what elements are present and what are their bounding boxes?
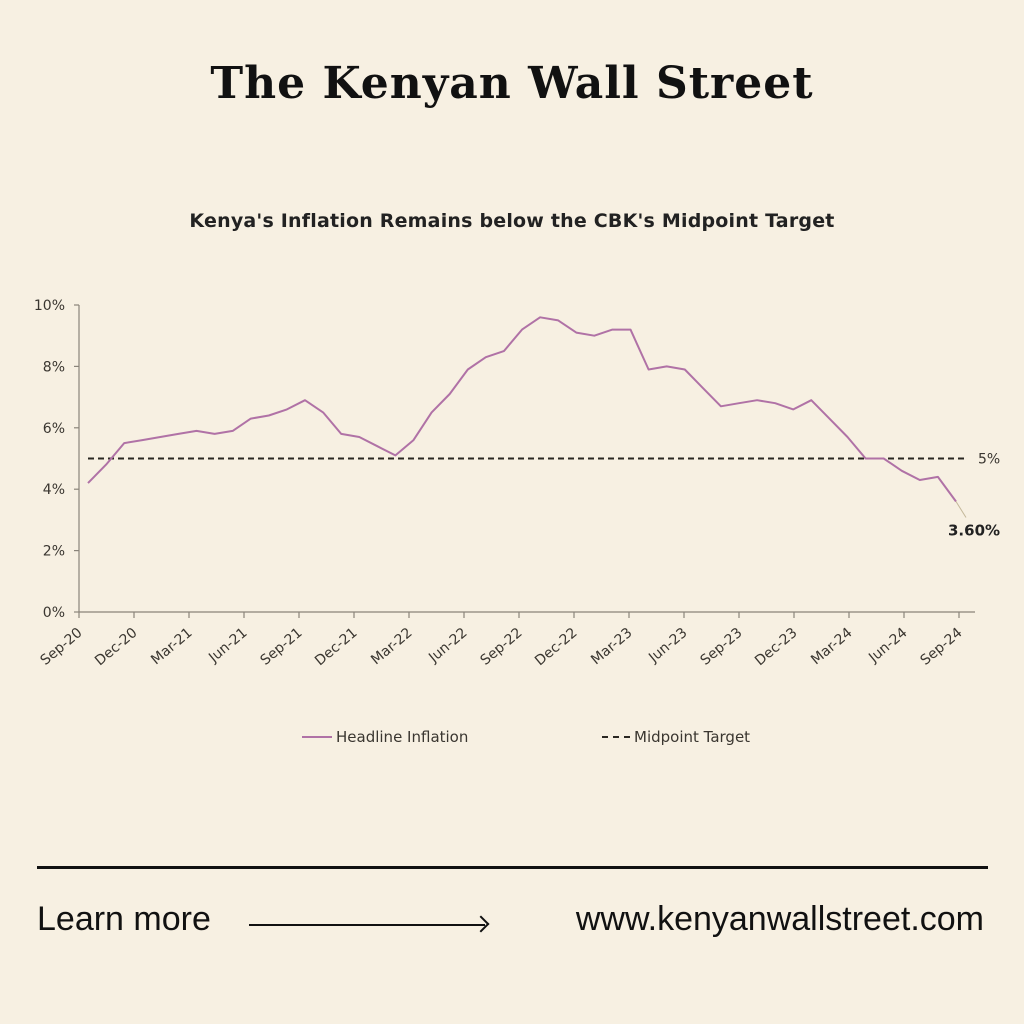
y-tick-label: 6% xyxy=(43,421,65,437)
learn-more-link[interactable]: Learn more xyxy=(37,900,211,938)
x-tick-label: Mar-24 xyxy=(808,625,855,668)
x-tick-label: Sep-21 xyxy=(258,625,306,669)
legend-item-target: Midpoint Target xyxy=(602,728,750,746)
x-tick-label: Dec-20 xyxy=(92,625,141,669)
arrow-right-icon xyxy=(249,924,485,926)
y-tick-label: 2% xyxy=(43,544,65,560)
x-tick-label: Mar-21 xyxy=(148,625,195,668)
x-tick-label: Sep-20 xyxy=(38,625,86,669)
footer-divider xyxy=(37,866,988,869)
last-value-annotation: 3.60% xyxy=(948,521,1000,539)
x-tick-label: Dec-22 xyxy=(532,625,581,669)
footer: Learn more www.kenyanwallstreet.com xyxy=(37,900,988,950)
x-tick-label: Jun-24 xyxy=(865,625,910,667)
y-tick-label: 4% xyxy=(43,482,65,498)
y-tick-label: 8% xyxy=(43,359,65,375)
x-tick-label: Dec-21 xyxy=(312,625,361,669)
x-tick-label: Jun-22 xyxy=(425,625,470,667)
x-tick-label: Sep-24 xyxy=(918,625,966,669)
headline-inflation-line xyxy=(87,316,957,503)
chart-title: Kenya's Inflation Remains below the CBK'… xyxy=(189,210,835,232)
legend-label-headline: Headline Inflation xyxy=(336,728,469,746)
legend-item-headline: Headline Inflation xyxy=(302,728,468,746)
last-value-leader xyxy=(955,501,967,518)
x-tick-label: Sep-23 xyxy=(698,625,746,669)
x-tick-label: Jun-21 xyxy=(205,625,250,667)
dashed-line-swatch-icon xyxy=(602,736,630,738)
x-tick-label: Dec-23 xyxy=(752,625,801,669)
masthead-title: The Kenyan Wall Street xyxy=(210,58,814,109)
x-tick-label: Sep-22 xyxy=(478,625,526,669)
inflation-line-chart: 0%2%4%6%8%10% Sep-20 Dec-20 Mar-21 Jun-21 Se… xyxy=(34,298,1000,669)
x-tick-label: Mar-23 xyxy=(588,625,635,668)
website-link[interactable]: www.kenyanwallstreet.com xyxy=(575,900,984,938)
x-tick-label: Jun-23 xyxy=(645,625,690,667)
y-tick-label: 10% xyxy=(34,298,65,314)
y-axis: 0% 2% 4% 6% 8% 10% xyxy=(34,298,80,621)
x-tick-label: Mar-22 xyxy=(368,625,415,668)
x-axis: Sep-20 Dec-20 Mar-21 Jun-21 Sep-21 Dec-21 Mar-… xyxy=(38,611,975,669)
legend-label-target: Midpoint Target xyxy=(634,728,751,746)
chart-legend: Headline Inflation Midpoint Target xyxy=(0,728,1024,750)
solid-line-swatch-icon xyxy=(302,736,332,738)
y-tick-label: 0% xyxy=(43,605,65,621)
target-annotation: 5% xyxy=(978,452,1000,468)
